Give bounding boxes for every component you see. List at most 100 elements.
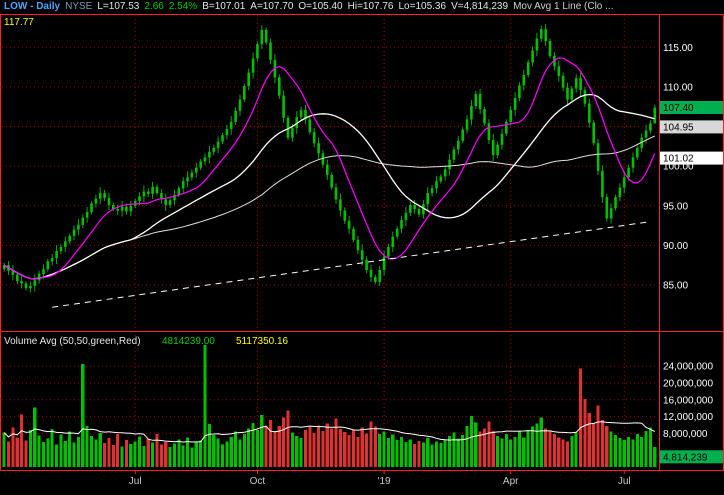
volume-bar: [439, 443, 443, 467]
change-percent: 2.54%: [168, 1, 198, 12]
volume-bar: [290, 432, 294, 467]
volume-bar: [618, 438, 622, 467]
candle-body: [208, 151, 211, 158]
volume-marker-label: 4,814,239: [663, 452, 708, 463]
volume-bar: [561, 439, 565, 467]
candle-body: [404, 212, 408, 220]
symbol-title[interactable]: LOW - Daily: [4, 1, 61, 12]
volume-bar: [317, 425, 321, 467]
candle-body: [365, 259, 368, 270]
candle-body: [605, 197, 609, 219]
volume-bar: [282, 417, 286, 467]
ma-magenta-line: [3, 57, 656, 280]
volume-bar: [11, 427, 15, 467]
volume-bar: [76, 436, 80, 467]
candle-body: [42, 269, 45, 274]
candle-body: [491, 140, 495, 156]
volume-marker-box: [660, 450, 723, 464]
volume-bar: [85, 425, 89, 467]
volume-bar: [600, 420, 604, 467]
candle-body: [618, 187, 622, 198]
candle-body: [147, 191, 150, 194]
price-candles: [2, 24, 657, 293]
candle-body: [33, 280, 37, 286]
candle-body: [50, 258, 54, 262]
candle-body: [614, 197, 617, 209]
candle-body: [225, 128, 229, 136]
candle-body: [409, 205, 412, 213]
candle-body: [16, 274, 19, 281]
price-tick-label: 110.00: [663, 82, 693, 93]
volume-bar: [496, 435, 500, 467]
volume-tick-label: 16,000,000: [663, 395, 713, 406]
candle-body: [347, 220, 351, 229]
volume-bar: [286, 410, 290, 467]
candle-body: [339, 199, 342, 211]
change-value: 2.66: [144, 1, 164, 12]
volume-bar: [20, 414, 24, 467]
candle-body: [116, 209, 119, 211]
volume-bar: [72, 442, 76, 467]
volume-bar: [2, 432, 6, 467]
volume-bars: [2, 345, 657, 467]
candle-body: [583, 90, 587, 104]
candle-body: [94, 198, 98, 204]
candle-body: [317, 143, 320, 154]
volume-bar: [308, 427, 312, 467]
candle-body: [107, 197, 111, 205]
candle-body: [540, 29, 543, 39]
volume-bar: [456, 438, 460, 467]
candle-body: [378, 270, 381, 282]
candle-body: [264, 29, 268, 43]
candle-body: [312, 132, 316, 144]
study-label[interactable]: Mov Avg 1 Line (Clo ...: [513, 1, 614, 12]
volume-bar: [269, 420, 273, 467]
candle-body: [321, 153, 325, 165]
candle-body: [426, 193, 429, 205]
candle-body: [478, 94, 482, 110]
volume-bar: [509, 439, 513, 467]
candle-body: [142, 191, 146, 197]
candle-body: [112, 205, 115, 209]
volume-bar: [238, 439, 242, 467]
volume-bar: [212, 435, 216, 467]
volume-bar: [627, 437, 631, 467]
volume-avg-title: Volume Avg (50,50,green,Red): [4, 336, 141, 347]
candle-body: [151, 186, 154, 194]
volume-tick-label: 20,000,000: [663, 379, 713, 390]
price-marker-box: [660, 101, 723, 114]
candle-body: [247, 72, 250, 87]
volume-bar: [41, 442, 45, 467]
volume-bar: [63, 441, 67, 467]
candle-body: [400, 220, 403, 229]
volume-bar: [181, 445, 185, 467]
volume-bar: [216, 438, 220, 467]
quote-header: LOW - Daily NYSE L=107.53 2.66 2.54% B=1…: [0, 0, 724, 14]
candle-body: [443, 169, 447, 177]
volume-bar: [220, 444, 224, 467]
volume-bar: [159, 444, 163, 467]
ask-quote: A=107.70: [250, 1, 294, 12]
volume-bar: [133, 441, 137, 467]
candle-body: [291, 128, 294, 138]
volume-tick-label: 12,000,000: [663, 412, 713, 423]
volume-bar: [400, 437, 404, 467]
volume-quote: V=4,814,239: [451, 1, 509, 12]
candle-body: [103, 193, 106, 198]
candle-body: [570, 88, 574, 100]
candle-body: [557, 66, 561, 76]
volume-bar: [574, 432, 578, 467]
volume-bar: [413, 443, 417, 467]
volume-bar: [330, 428, 334, 467]
volume-avg-average: 5117350.16: [236, 336, 289, 347]
candle-body: [334, 187, 338, 200]
candle-body: [199, 161, 202, 168]
volume-bar: [417, 441, 421, 467]
bid-quote: B=107.01: [202, 1, 246, 12]
volume-bar: [461, 435, 465, 467]
candle-body: [382, 256, 386, 270]
candle-body: [304, 109, 307, 120]
candle-body: [238, 99, 242, 111]
volume-bar: [373, 426, 377, 467]
